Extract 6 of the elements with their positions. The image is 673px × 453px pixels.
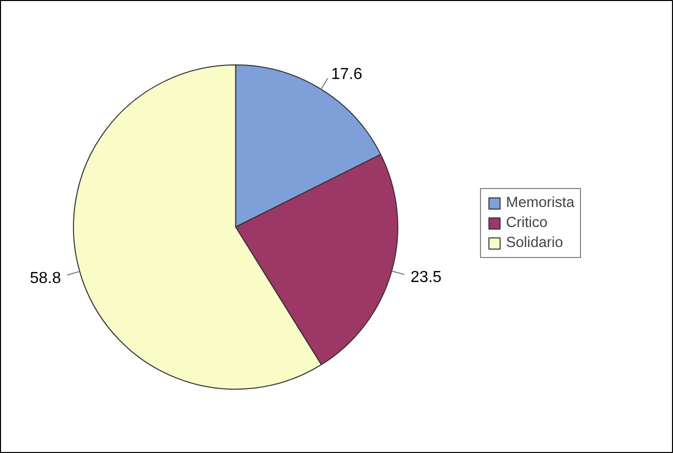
legend-label: Critico — [506, 215, 548, 231]
legend-label: Solidario — [506, 235, 564, 251]
data-label: 17.6 — [331, 66, 362, 83]
legend-label: Memorista — [506, 195, 574, 211]
data-label: 23.5 — [410, 269, 442, 286]
data-label: 58.8 — [30, 270, 62, 287]
